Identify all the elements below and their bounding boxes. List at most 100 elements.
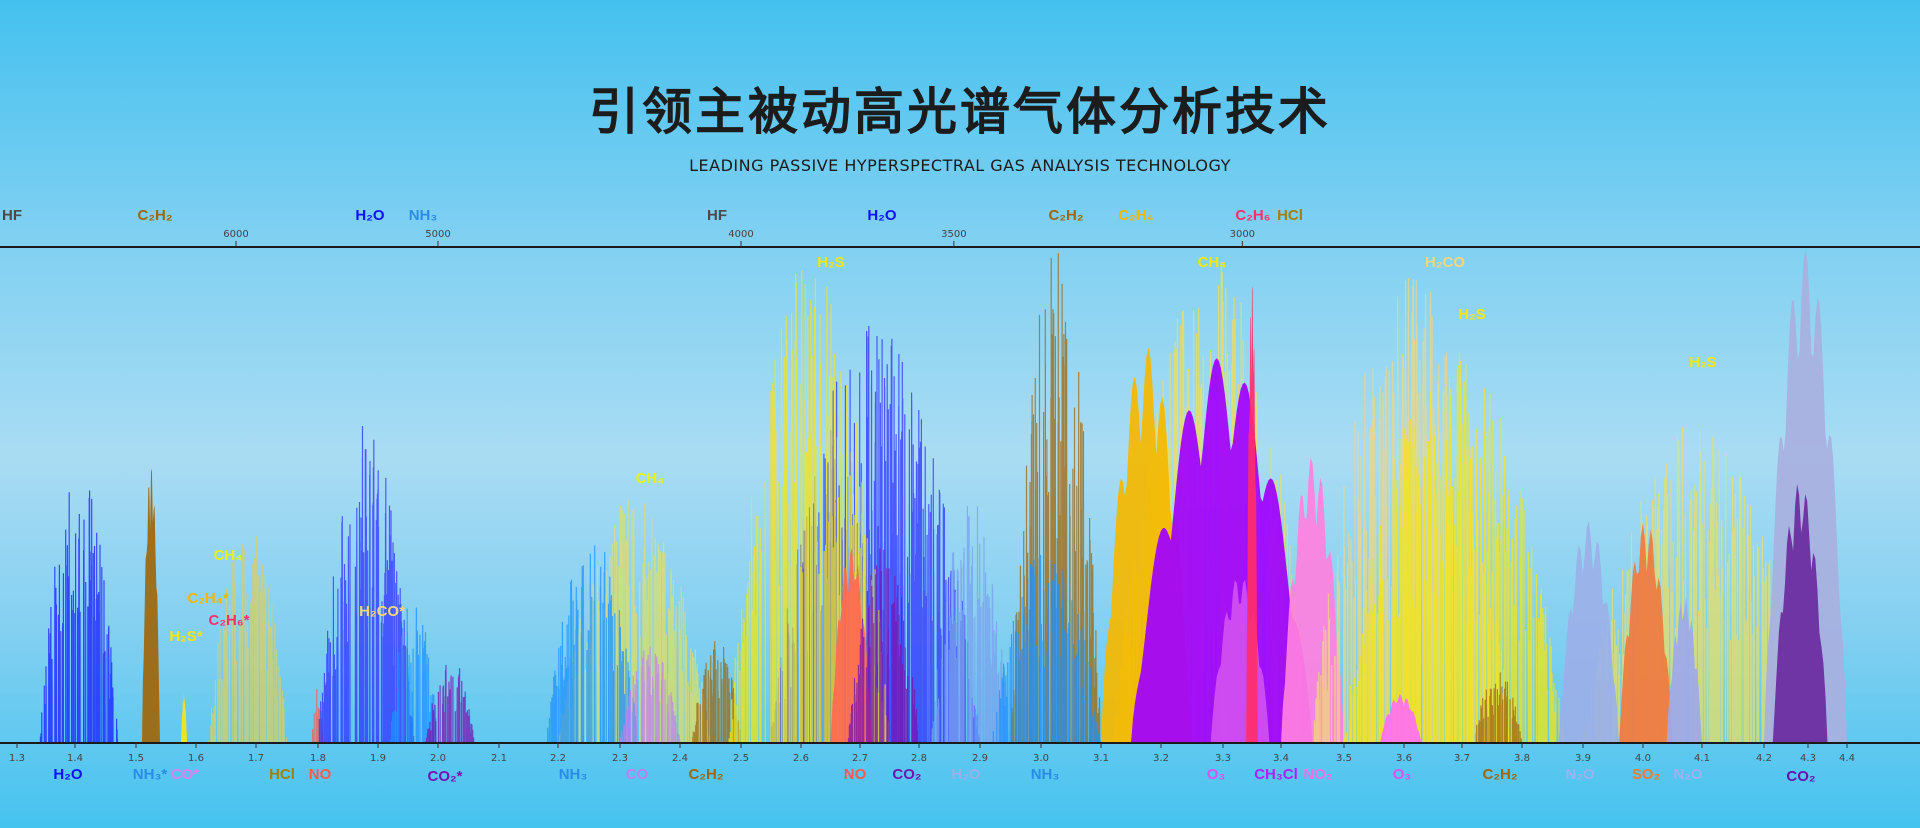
bottom-gas-label: CO₂	[1786, 768, 1816, 785]
inline-gas-label: C₂H₄*	[187, 590, 229, 607]
band-lines	[207, 536, 288, 743]
bottom-tick-label: 2.0	[430, 753, 446, 764]
band-n2o	[1558, 520, 1619, 743]
band-lines	[847, 548, 918, 743]
inline-gas-label: H₂CO*	[359, 603, 405, 620]
bottom-tick-label: 1.8	[310, 753, 326, 764]
top-gas-label: NH₃	[408, 207, 438, 224]
bottom-tick-label: 1.5	[128, 753, 144, 764]
band-fill	[1558, 520, 1619, 743]
band-fill	[1666, 596, 1702, 743]
bottom-tick-label: 2.6	[793, 753, 809, 764]
band-fill	[1246, 285, 1258, 743]
bottom-tick-label: 2.7	[852, 753, 868, 764]
band-fill	[142, 468, 160, 743]
bottom-gas-label: N₂O	[1565, 766, 1595, 783]
band-h2s	[181, 694, 187, 743]
bottom-gas-label: C₂H₂	[1482, 766, 1518, 783]
bottom-tick-label: 4.2	[1756, 753, 1772, 764]
band-c2h2	[142, 468, 160, 743]
bottom-gas-label: NH₃*	[132, 766, 168, 783]
band-c2h2	[1475, 672, 1523, 743]
bottom-tick-label: 3.2	[1153, 753, 1169, 764]
band-o3	[1380, 693, 1422, 743]
band-fill	[1131, 358, 1313, 743]
band-lines	[545, 545, 637, 743]
bottom-tick-label: 3.4	[1273, 753, 1289, 764]
bottom-gas-label: NH₃	[1030, 766, 1060, 783]
bottom-tick-label: 3.9	[1575, 753, 1591, 764]
inline-gas-label: CH₄	[1197, 254, 1227, 271]
top-gas-label: C₂H₂	[137, 207, 173, 224]
top-tick-label: 5000	[425, 229, 450, 240]
bottom-gas-label: CH₃Cl	[1254, 766, 1298, 783]
bottom-gas-label: NH₃	[558, 766, 588, 783]
band-lines	[1475, 672, 1523, 743]
bottom-gas-label: H₂O	[951, 766, 981, 783]
top-gas-label: H₂O	[867, 207, 897, 224]
inline-gas-label: H₂S	[1689, 354, 1717, 371]
top-gas-label: HCl	[1277, 207, 1303, 224]
top-tick-label: 3500	[941, 229, 966, 240]
bottom-gas-label: CO*	[170, 766, 200, 783]
bottom-tick-label: 1.6	[188, 753, 204, 764]
band-fill	[1380, 693, 1422, 743]
bottom-tick-label: 2.8	[911, 753, 927, 764]
bottom-tick-label: 2.5	[733, 753, 749, 764]
band-c2h6	[1246, 285, 1258, 743]
bottom-gas-label: O₃	[1206, 766, 1226, 783]
bottom-tick-label: 2.3	[612, 753, 628, 764]
bottom-tick-label: 2.4	[672, 753, 688, 764]
bottom-gas-label: NO	[308, 766, 332, 783]
band-fill	[181, 694, 187, 743]
band-co2	[1772, 483, 1828, 743]
inline-gas-label: H₂S	[817, 254, 845, 271]
bottom-tick-label: 4.3	[1800, 753, 1816, 764]
bottom-gas-label: NO₂	[1303, 766, 1333, 783]
inline-gas-label: C₂H₆*	[208, 612, 250, 629]
bottom-gas-label: CO₂	[892, 766, 922, 783]
band-fill	[1619, 523, 1673, 743]
bottom-tick-label: 3.8	[1514, 753, 1530, 764]
band-so2	[1619, 523, 1673, 743]
bottom-gas-label: SO₂	[1631, 766, 1661, 783]
bottom-tick-label: 1.9	[370, 753, 386, 764]
bottom-tick-label: 3.6	[1396, 753, 1412, 764]
top-tick-label: 6000	[223, 229, 248, 240]
bottom-tick-label: 3.0	[1033, 753, 1049, 764]
band-lines	[1343, 352, 1565, 743]
bottom-tick-label: 1.3	[9, 753, 25, 764]
band-co2	[847, 548, 918, 743]
bottom-tick-label: 1.7	[248, 753, 264, 764]
bottom-tick-label: 4.1	[1694, 753, 1710, 764]
bottom-tick-label: 3.7	[1454, 753, 1470, 764]
top-gas-label: HF	[707, 207, 727, 224]
inline-gas-label: H₂CO	[1425, 254, 1465, 271]
bottom-tick-label: 2.9	[972, 753, 988, 764]
bottom-gas-label: O₃	[1392, 766, 1412, 783]
band-n2o	[1666, 596, 1702, 743]
bottom-gas-label: H₂O	[53, 766, 83, 783]
bottom-tick-label: 4.0	[1635, 753, 1651, 764]
bottom-tick-label: 2.2	[550, 753, 566, 764]
top-tick-label: 3000	[1230, 229, 1255, 240]
absorption-bands	[39, 248, 1847, 743]
page-title: 引领主被动高光谱气体分析技术	[589, 83, 1331, 141]
band-fill	[1772, 483, 1828, 743]
inline-gas-label: H₂S	[1458, 306, 1486, 323]
band-ch4	[207, 536, 288, 743]
bottom-tick-label: 1.4	[67, 753, 83, 764]
bottom-gas-label: HCl	[269, 766, 295, 783]
bottom-tick-label: 3.5	[1336, 753, 1352, 764]
top-tick-label: 4000	[728, 229, 753, 240]
band-lines	[620, 646, 681, 743]
top-gas-label: H₂O	[355, 207, 385, 224]
band-nh3	[545, 545, 637, 743]
bottom-tick-label: 4.4	[1839, 753, 1855, 764]
page-subtitle: LEADING PASSIVE HYPERSPECTRAL GAS ANALYS…	[689, 156, 1231, 175]
bottom-gas-label: NO	[843, 766, 867, 783]
bottom-gas-label: CO	[625, 766, 649, 783]
band-h2s	[1343, 352, 1565, 743]
band-lines	[39, 490, 118, 743]
